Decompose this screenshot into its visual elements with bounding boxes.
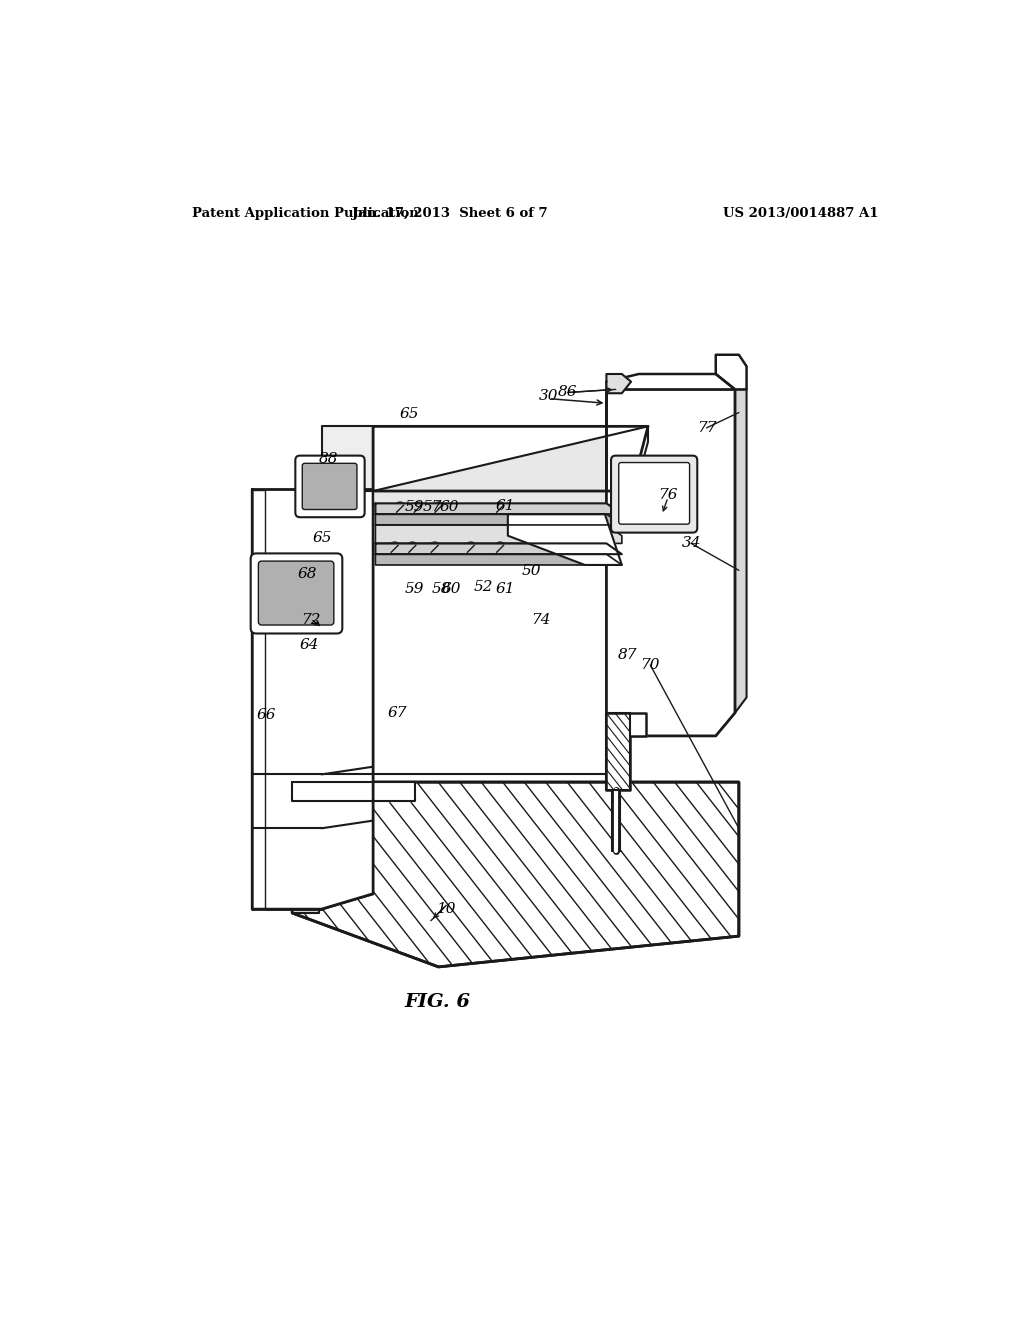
Text: 77: 77: [696, 421, 716, 434]
Text: 61: 61: [496, 499, 515, 513]
Text: 76: 76: [658, 488, 678, 502]
Circle shape: [388, 543, 401, 556]
Polygon shape: [376, 503, 622, 515]
Polygon shape: [322, 426, 373, 491]
Polygon shape: [376, 515, 622, 525]
Text: US 2013/0014887 A1: US 2013/0014887 A1: [724, 207, 879, 220]
Polygon shape: [508, 515, 622, 565]
Polygon shape: [252, 490, 373, 909]
Polygon shape: [292, 781, 319, 913]
Text: 60: 60: [439, 500, 459, 515]
PathPatch shape: [606, 713, 630, 789]
Polygon shape: [292, 781, 416, 801]
Text: 86: 86: [558, 385, 578, 400]
FancyBboxPatch shape: [302, 463, 357, 510]
Circle shape: [494, 502, 507, 515]
Text: 57: 57: [423, 500, 442, 515]
Text: 88: 88: [318, 451, 338, 466]
Polygon shape: [376, 525, 622, 544]
Text: 72: 72: [301, 614, 321, 627]
Text: 65: 65: [312, 531, 332, 545]
Text: 66: 66: [256, 708, 275, 722]
Polygon shape: [716, 355, 746, 389]
Circle shape: [432, 502, 445, 515]
Circle shape: [393, 502, 407, 515]
Circle shape: [464, 543, 477, 556]
Text: 74: 74: [531, 614, 551, 627]
Text: 58: 58: [432, 582, 452, 595]
Polygon shape: [373, 426, 648, 506]
Text: 68: 68: [297, 568, 316, 581]
Polygon shape: [292, 781, 739, 966]
Text: 65: 65: [399, 407, 419, 421]
Polygon shape: [252, 490, 265, 909]
Text: 60: 60: [441, 582, 461, 595]
Text: 34: 34: [681, 536, 700, 550]
Polygon shape: [606, 374, 735, 389]
Circle shape: [428, 543, 441, 556]
FancyBboxPatch shape: [295, 455, 365, 517]
Text: 59: 59: [404, 500, 424, 515]
Text: 30: 30: [539, 388, 558, 403]
FancyBboxPatch shape: [611, 455, 697, 533]
FancyBboxPatch shape: [618, 462, 689, 524]
Circle shape: [406, 543, 419, 556]
Text: 50: 50: [522, 564, 542, 578]
Polygon shape: [373, 426, 648, 491]
Text: 64: 64: [299, 638, 318, 652]
PathPatch shape: [292, 781, 739, 966]
Text: 61: 61: [496, 582, 515, 595]
Text: Jan. 17, 2013  Sheet 6 of 7: Jan. 17, 2013 Sheet 6 of 7: [352, 207, 548, 220]
FancyBboxPatch shape: [251, 553, 342, 634]
Polygon shape: [606, 374, 631, 393]
Text: 10: 10: [436, 902, 456, 916]
Text: 70: 70: [641, 659, 660, 672]
Circle shape: [494, 543, 507, 556]
Polygon shape: [376, 554, 622, 565]
Polygon shape: [376, 544, 622, 554]
Text: 59: 59: [404, 582, 424, 595]
Text: FIG. 6: FIG. 6: [404, 993, 470, 1011]
Text: 52: 52: [473, 581, 493, 594]
Text: 87: 87: [617, 648, 637, 663]
Polygon shape: [606, 713, 646, 789]
Polygon shape: [606, 389, 735, 737]
FancyBboxPatch shape: [258, 561, 334, 626]
Text: Patent Application Publication: Patent Application Publication: [193, 207, 419, 220]
Circle shape: [412, 502, 424, 515]
Polygon shape: [735, 389, 746, 713]
Text: 67: 67: [388, 706, 408, 719]
